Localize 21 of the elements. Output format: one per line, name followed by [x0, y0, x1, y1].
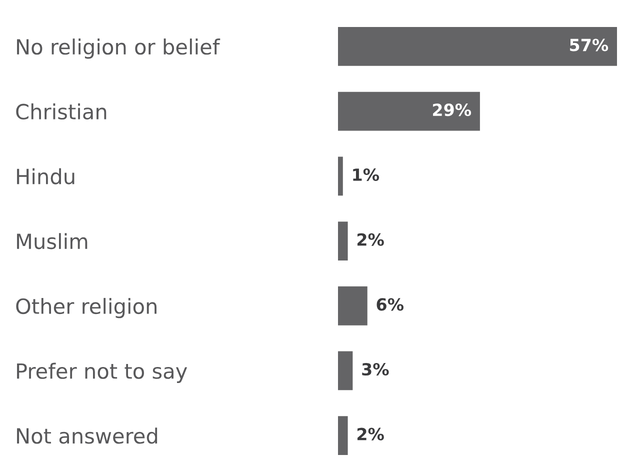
data-label: 57%: [570, 38, 608, 52]
y-tick-label: Hindu: [17, 168, 74, 184]
bar: [338, 222, 348, 260]
y-tick-label: Other religion: [16, 298, 156, 318]
y-tick-label: Prefer not to say: [17, 362, 188, 383]
data-label: 3%: [362, 362, 389, 376]
bar: [338, 27, 617, 66]
bar: [338, 286, 368, 326]
y-tick-label: Muslim: [17, 233, 88, 250]
bar: [338, 416, 348, 456]
data-label: 1%: [353, 168, 380, 182]
y-tick-label: No religion or belief: [17, 38, 220, 59]
bar: [338, 156, 343, 196]
data-label: 29%: [433, 104, 472, 116]
bar: [338, 351, 353, 390]
data-label: 2%: [357, 428, 384, 440]
bar: [338, 92, 480, 131]
y-tick-label: Christian: [16, 103, 106, 120]
data-label: 6%: [376, 298, 404, 311]
data-label: 2%: [357, 233, 384, 246]
y-tick-label: Not answered: [17, 428, 158, 444]
